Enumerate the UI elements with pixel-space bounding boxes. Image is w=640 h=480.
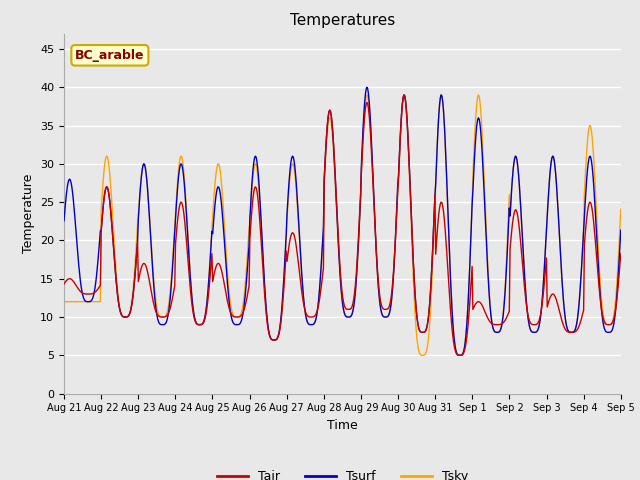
Tsky bbox=[127, 302, 135, 308]
Tair bbox=[411, 287, 419, 293]
Y-axis label: Temperature: Temperature bbox=[22, 174, 35, 253]
Tsurf bbox=[127, 304, 135, 310]
Tsurf bbox=[60, 218, 68, 224]
Tsurf bbox=[363, 84, 371, 90]
Tsky bbox=[419, 352, 426, 358]
Tair bbox=[428, 279, 435, 285]
Tsurf bbox=[617, 228, 625, 233]
Tsurf bbox=[456, 352, 463, 358]
Line: Tsky: Tsky bbox=[64, 95, 621, 355]
Tsky bbox=[617, 206, 625, 212]
X-axis label: Time: Time bbox=[327, 419, 358, 432]
Tsurf bbox=[411, 287, 419, 293]
Tair bbox=[184, 257, 192, 263]
Tsky bbox=[60, 299, 68, 305]
Tsurf bbox=[428, 279, 435, 285]
Tsky bbox=[70, 299, 78, 305]
Text: BC_arable: BC_arable bbox=[75, 49, 145, 62]
Tsky bbox=[411, 306, 419, 312]
Tair bbox=[214, 261, 221, 267]
Line: Tair: Tair bbox=[64, 95, 621, 355]
Tsky bbox=[428, 281, 436, 287]
Tsky bbox=[184, 232, 192, 238]
Tair bbox=[127, 304, 135, 310]
Tair bbox=[617, 251, 625, 256]
Title: Temperatures: Temperatures bbox=[290, 13, 395, 28]
Line: Tsurf: Tsurf bbox=[64, 87, 621, 355]
Tsurf bbox=[70, 205, 78, 211]
Tair bbox=[456, 352, 463, 358]
Tsky bbox=[214, 163, 221, 168]
Legend: Tair, Tsurf, Tsky: Tair, Tsurf, Tsky bbox=[212, 465, 473, 480]
Tsurf bbox=[214, 185, 221, 191]
Tair bbox=[70, 279, 78, 285]
Tsky bbox=[363, 92, 371, 98]
Tsurf bbox=[184, 236, 192, 242]
Tair bbox=[400, 92, 408, 98]
Tair bbox=[60, 281, 68, 287]
